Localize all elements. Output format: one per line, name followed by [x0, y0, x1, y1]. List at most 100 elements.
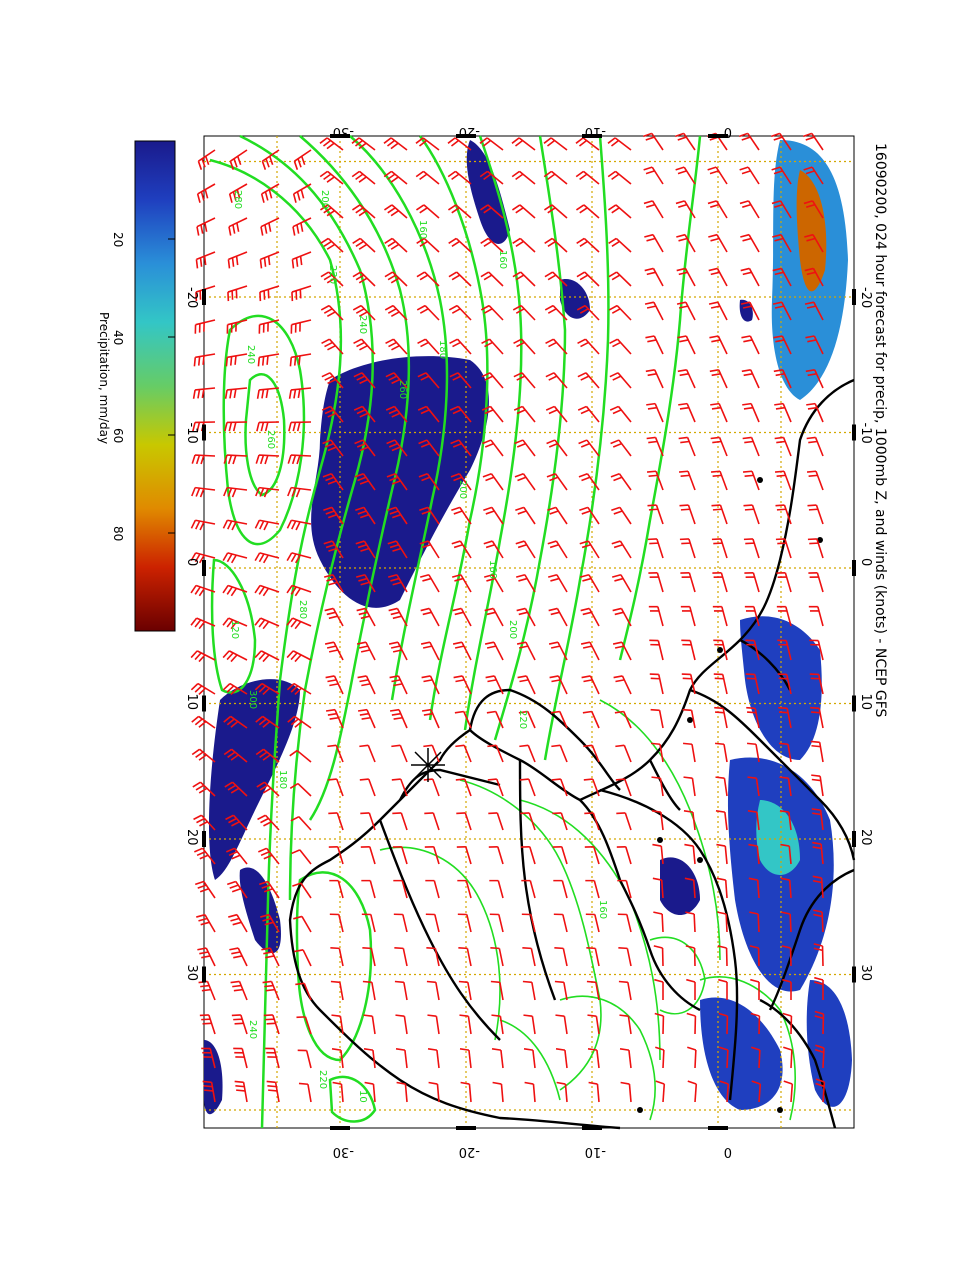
wind-barb: [458, 947, 472, 967]
lon-tick-label-right: -10: [858, 423, 873, 444]
wind-barb: [780, 877, 792, 899]
wind-barb: [512, 271, 536, 287]
wind-barb: [778, 742, 792, 763]
wind-barb: [678, 470, 696, 491]
wind-barb: [392, 845, 408, 865]
contour-line: [463, 135, 523, 731]
wind-barb: [322, 472, 344, 491]
wind-barb: [322, 439, 344, 457]
wind-barb: [426, 980, 440, 1001]
contour-label: 260: [265, 430, 276, 449]
wind-barb: [748, 877, 760, 899]
lon-tick-label-left: 20: [184, 829, 199, 846]
wind-barb: [222, 584, 248, 597]
wind-barb: [677, 369, 696, 389]
wind-barb: [222, 650, 248, 663]
wind-barb: [419, 540, 440, 559]
wind-barb: [804, 233, 824, 253]
wind-barb: [686, 978, 696, 1000]
wind-barb: [286, 519, 312, 531]
wind-barb: [543, 204, 568, 219]
wind-barb: [587, 1014, 600, 1035]
colorbar-tick-label: 20: [111, 232, 125, 247]
contour-line-land: [699, 976, 796, 1121]
wind-barb: [356, 641, 376, 661]
wind-barb: [711, 504, 728, 525]
wind-barb: [643, 200, 664, 219]
wind-barb: [514, 439, 536, 457]
wind-barb: [579, 540, 600, 559]
wind-barb: [645, 335, 664, 355]
wind-barb: [489, 913, 504, 933]
lon-tick-label-left: -20: [184, 287, 199, 308]
wind-barb: [289, 353, 312, 367]
wind-barb: [320, 271, 344, 287]
contour-line: [299, 135, 411, 821]
wind-barb: [806, 470, 824, 491]
wind-barb: [289, 782, 312, 797]
wind-barb: [584, 812, 600, 831]
wind-barb: [191, 454, 216, 465]
wind-barb: [513, 372, 536, 389]
wind-barb: [361, 879, 376, 899]
wind-barb: [257, 353, 280, 367]
wind-barb: [608, 237, 632, 253]
wind-barb: [576, 304, 600, 321]
wind-barb: [777, 639, 792, 661]
wind-barb: [192, 781, 216, 797]
wind-barb: [480, 304, 504, 321]
wind-barb: [739, 200, 760, 219]
wind-barb: [783, 1080, 794, 1103]
wind-barb: [609, 372, 632, 389]
wind-barb: [521, 879, 536, 899]
wind-barb: [653, 911, 664, 933]
wind-barb: [511, 204, 536, 219]
lat-tick-label-top: -20: [459, 124, 480, 139]
wind-barb: [644, 233, 664, 253]
wind-barb: [327, 744, 344, 763]
wind-barb: [458, 980, 472, 1001]
wind-barb: [257, 814, 280, 831]
wind-barb: [385, 405, 408, 423]
wind-barb: [708, 267, 728, 287]
wind-barb: [319, 204, 344, 219]
wind-barb: [811, 774, 824, 797]
contour-label: 180: [277, 770, 288, 789]
wind-barb: [555, 1014, 568, 1035]
wind-barb: [545, 405, 568, 423]
wind-barb: [258, 847, 280, 865]
wind-barb: [813, 909, 824, 933]
wind-barb: [715, 810, 728, 831]
wind-barb: [652, 877, 664, 899]
wind-barb: [523, 1014, 536, 1035]
wind-barb: [262, 980, 280, 1001]
wind-barb: [286, 682, 312, 695]
wind-barb: [719, 1046, 729, 1069]
wind-barb: [588, 1081, 600, 1103]
island: [697, 857, 703, 863]
wind-barb: [577, 372, 600, 389]
wind-barb: [620, 1081, 632, 1103]
wind-barb: [294, 949, 312, 967]
wind-barb: [330, 947, 344, 967]
wind-barb: [553, 879, 568, 899]
wind-barb: [225, 353, 248, 367]
wind-barb: [327, 778, 344, 797]
wind-barb: [419, 573, 440, 593]
wind-barb: [362, 947, 376, 967]
contour-line-land: [499, 1019, 561, 1101]
wind-barb: [261, 149, 280, 170]
wind-barb: [389, 708, 408, 729]
wind-barb: [586, 980, 600, 1001]
wind-barb: [451, 573, 472, 593]
wind-barb: [321, 372, 344, 389]
wind-barb: [452, 607, 472, 627]
contour-label: 260: [397, 380, 408, 399]
wind-barb: [266, 1080, 280, 1103]
wind-barb: [361, 913, 376, 933]
contour-label: 280: [232, 190, 243, 209]
wind-barb: [740, 301, 760, 321]
contour-label: 120: [229, 620, 240, 639]
wind-barb: [384, 304, 408, 321]
wind-barb: [292, 183, 312, 203]
